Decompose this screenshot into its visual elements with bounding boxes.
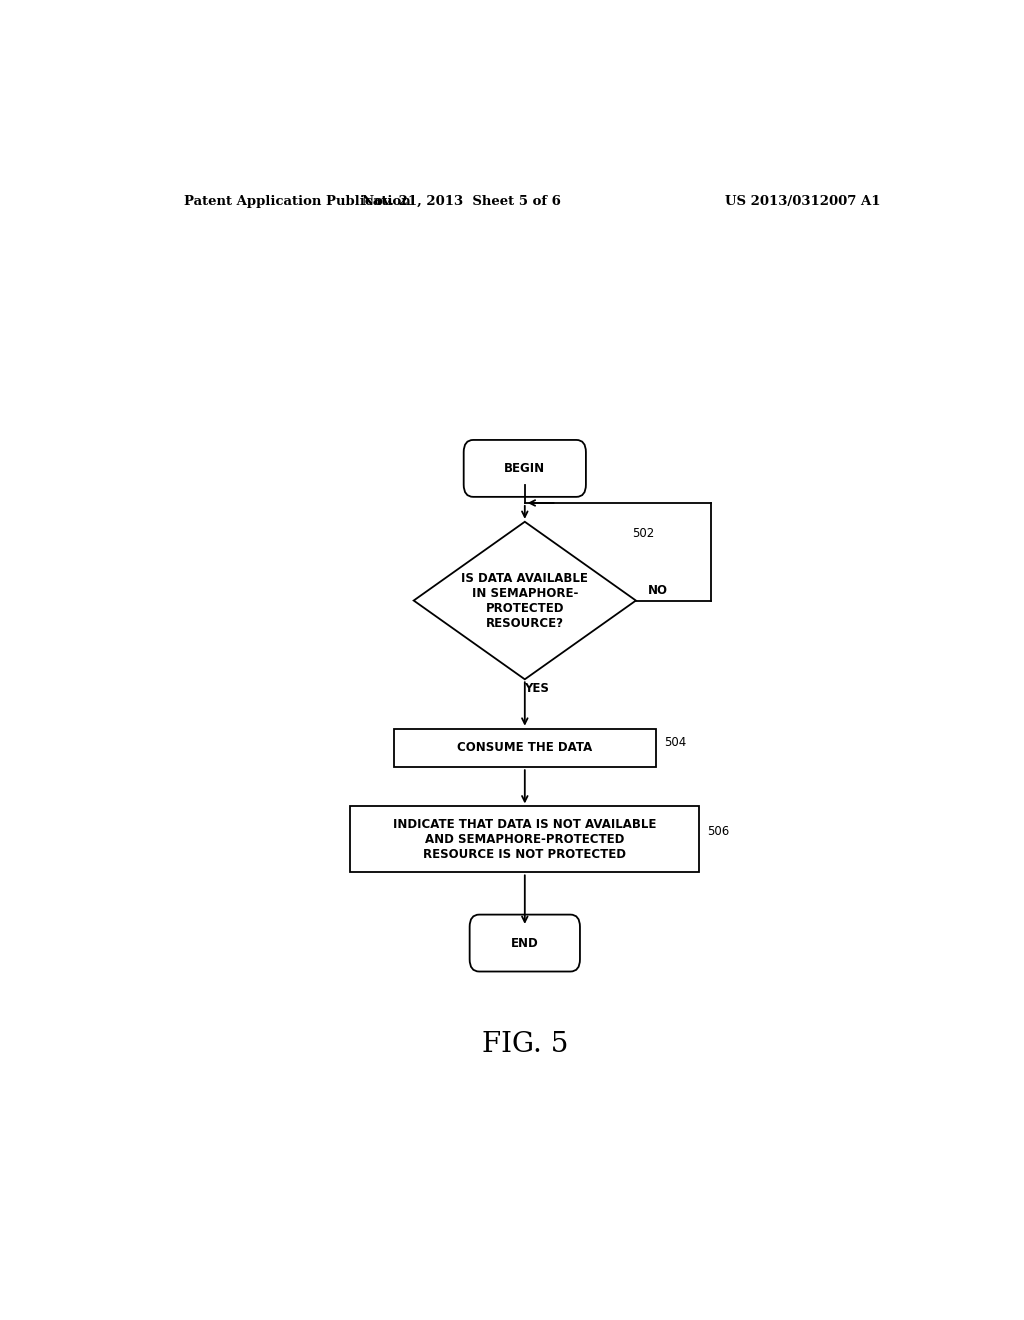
Bar — [350, 807, 699, 873]
Text: BEGIN: BEGIN — [504, 462, 546, 475]
Text: US 2013/0312007 A1: US 2013/0312007 A1 — [725, 194, 881, 207]
Bar — [394, 729, 655, 767]
FancyBboxPatch shape — [464, 440, 586, 496]
Text: END: END — [511, 937, 539, 949]
FancyBboxPatch shape — [470, 915, 580, 972]
Text: CONSUME THE DATA: CONSUME THE DATA — [457, 742, 593, 755]
Text: FIG. 5: FIG. 5 — [481, 1031, 568, 1059]
Text: YES: YES — [524, 682, 549, 696]
Text: Patent Application Publication: Patent Application Publication — [183, 194, 411, 207]
Text: 506: 506 — [708, 825, 729, 838]
Text: 504: 504 — [664, 737, 686, 750]
Text: Nov. 21, 2013  Sheet 5 of 6: Nov. 21, 2013 Sheet 5 of 6 — [361, 194, 561, 207]
Polygon shape — [414, 521, 636, 680]
Text: IS DATA AVAILABLE
IN SEMAPHORE-
PROTECTED
RESOURCE?: IS DATA AVAILABLE IN SEMAPHORE- PROTECTE… — [462, 572, 588, 630]
Text: INDICATE THAT DATA IS NOT AVAILABLE
AND SEMAPHORE-PROTECTED
RESOURCE IS NOT PROT: INDICATE THAT DATA IS NOT AVAILABLE AND … — [393, 818, 656, 861]
Text: 502: 502 — [632, 527, 654, 540]
Text: NO: NO — [648, 583, 668, 597]
